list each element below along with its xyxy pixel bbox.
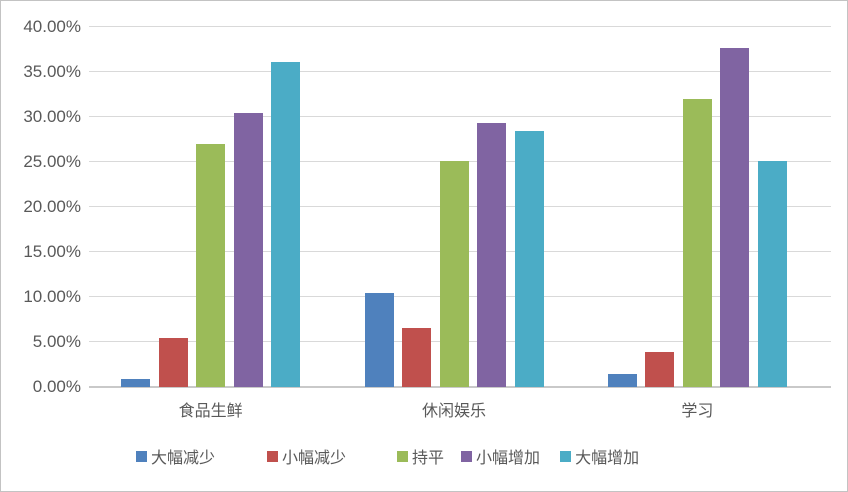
legend-label: 大幅减少 bbox=[151, 450, 216, 467]
y-tick-label: 20.00% bbox=[23, 197, 81, 216]
legend-item-小幅增加: 小幅增加 bbox=[461, 444, 540, 468]
gridline bbox=[89, 26, 831, 27]
gridline bbox=[89, 116, 831, 117]
bar-小幅增加-学习 bbox=[720, 47, 750, 387]
gridline bbox=[89, 71, 831, 72]
legend-label: 大幅增加 bbox=[575, 450, 640, 467]
y-tick-label: 30.00% bbox=[23, 107, 81, 126]
bar-小幅增加-食品生鲜 bbox=[233, 112, 263, 387]
bar-大幅减少-食品生鲜 bbox=[121, 378, 151, 387]
bar-持平-食品生鲜 bbox=[196, 144, 226, 387]
y-tick-label: 15.00% bbox=[23, 242, 81, 261]
bar-大幅减少-休闲娱乐 bbox=[364, 292, 394, 387]
bar-小幅减少-食品生鲜 bbox=[158, 338, 188, 387]
legend-label: 小幅减少 bbox=[282, 450, 347, 467]
category-label: 休闲娱乐 bbox=[421, 403, 486, 420]
y-tick-label: 5.00% bbox=[32, 332, 81, 351]
category-label: 食品生鲜 bbox=[178, 403, 243, 420]
legend-swatch-icon bbox=[461, 450, 473, 462]
bar-大幅增加-食品生鲜 bbox=[271, 62, 301, 387]
plot-area bbox=[89, 26, 831, 388]
legend-label: 小幅增加 bbox=[476, 450, 541, 467]
legend-swatch-icon bbox=[560, 450, 572, 462]
y-tick-label: 35.00% bbox=[23, 62, 81, 81]
bar-小幅减少-休闲娱乐 bbox=[402, 327, 431, 387]
legend-item-大幅减少: 大幅减少 bbox=[136, 444, 215, 468]
bar-小幅减少-学习 bbox=[645, 351, 675, 387]
bar-持平-学习 bbox=[682, 99, 712, 387]
y-axis: 0.00% 5.00% 10.00% 15.00% 20.00% 25.00% 30.00%… bbox=[1, 1, 81, 413]
bar-小幅增加-休闲娱乐 bbox=[477, 123, 506, 387]
y-tick-label: 25.00% bbox=[23, 152, 81, 171]
legend-swatch-icon bbox=[397, 450, 409, 462]
legend-item-大幅增加: 大幅增加 bbox=[560, 444, 639, 468]
legend: 大幅减少 小幅减少 持平 小幅增加 大幅增加 bbox=[136, 444, 639, 468]
legend-swatch-icon bbox=[267, 450, 279, 462]
legend-item-小幅减少: 小幅减少 bbox=[267, 444, 346, 468]
legend-label: 持平 bbox=[412, 450, 445, 467]
bar-大幅增加-休闲娱乐 bbox=[514, 131, 544, 387]
legend-item-持平: 持平 bbox=[397, 444, 444, 468]
bar-持平-休闲娱乐 bbox=[439, 161, 469, 387]
y-tick-label: 10.00% bbox=[23, 287, 81, 306]
bar-大幅增加-学习 bbox=[757, 161, 787, 387]
category-label: 学习 bbox=[681, 403, 714, 420]
bar-大幅减少-学习 bbox=[607, 374, 637, 387]
y-tick-label: 0.00% bbox=[32, 377, 81, 396]
x-axis: 食品生鲜 休闲娱乐 学习 bbox=[1, 397, 847, 423]
x-axis-line bbox=[89, 386, 831, 388]
y-tick-label: 40.00% bbox=[23, 17, 81, 36]
legend-swatch-icon bbox=[136, 450, 147, 462]
